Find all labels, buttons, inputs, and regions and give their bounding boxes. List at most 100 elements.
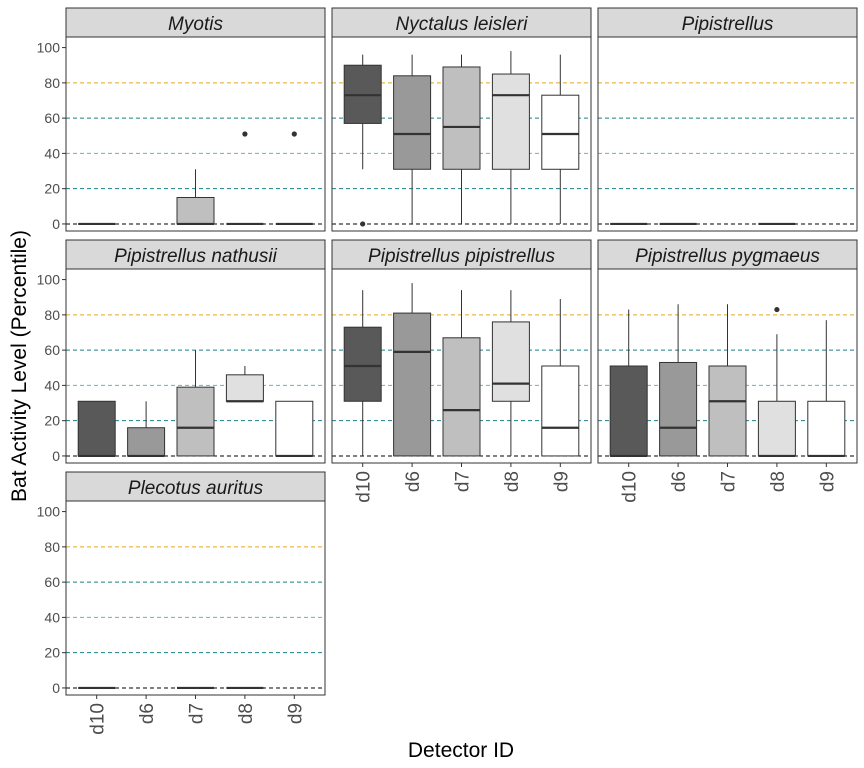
outlier-point [360, 221, 366, 227]
y-tick-label: 20 [44, 181, 60, 197]
y-tick-label: 60 [44, 342, 60, 358]
y-tick-label: 40 [44, 609, 60, 625]
box-body [393, 312, 432, 457]
y-tick-label: 60 [44, 574, 60, 590]
outlier-point [291, 131, 297, 137]
y-tick-label: 0 [52, 216, 60, 232]
x-tick-label: d10 [88, 703, 109, 735]
facet-panel: Myotis 0 20 40 60 80 100 [37, 7, 326, 232]
facet-title: Plecotus auritus [128, 478, 264, 499]
box-d6 [393, 283, 432, 457]
outlier-point [242, 131, 248, 137]
box-body [275, 400, 314, 457]
facet-title: Pipistrellus nathusii [114, 246, 277, 267]
box-body [757, 400, 796, 457]
facet-panel: Plecotus auritus 0 20 40 60 80 100 d10 d6 d7 d8 d9 [37, 471, 326, 735]
facet-panel: Pipistrellus [597, 7, 858, 232]
x-tick-label: d9 [285, 703, 306, 724]
box-d10 [343, 54, 382, 227]
facet-title: Pipistrellus pygmaeus [635, 246, 820, 267]
x-axis-title: Detector ID [408, 739, 514, 762]
y-tick-label: 60 [44, 110, 60, 126]
x-tick-label: d9 [817, 471, 838, 492]
facet-title: Pipistrellus pipistrellus [368, 246, 555, 267]
box-body [225, 374, 264, 402]
facet-title: Nyctalus leisleri [396, 14, 529, 35]
outlier-point [774, 306, 780, 313]
x-tick-label: d6 [137, 703, 158, 724]
box-body [807, 400, 846, 457]
box-d6 [127, 401, 166, 458]
box-body [176, 196, 215, 225]
box-d6 [393, 54, 432, 224]
panel-border [331, 36, 592, 232]
panel-border [65, 36, 326, 232]
panel-border [65, 268, 326, 464]
box-d7 [708, 304, 747, 457]
facet-strip [65, 7, 326, 38]
box-body [442, 66, 481, 170]
x-tick-label: d8 [502, 471, 523, 492]
facet-strip [597, 239, 858, 270]
facet-strip [331, 239, 592, 270]
panel-border [597, 36, 858, 232]
x-tick-label: d9 [551, 471, 572, 492]
facet-title: Myotis [168, 14, 223, 35]
box-body [127, 427, 166, 457]
y-tick-label: 80 [44, 75, 60, 91]
box-d9 [541, 298, 580, 457]
box-body [708, 365, 747, 457]
box-d7 [176, 350, 215, 457]
box-body [176, 386, 215, 457]
box-body [659, 361, 698, 457]
x-tick-label: d7 [187, 703, 208, 724]
box-body [393, 75, 432, 170]
x-tick-label: d10 [620, 471, 641, 503]
y-tick-label: 0 [52, 680, 60, 696]
box-body [77, 400, 116, 457]
y-tick-label: 20 [44, 645, 60, 661]
y-tick-label: 100 [37, 504, 61, 520]
box-body [491, 321, 530, 402]
y-tick-label: 40 [44, 377, 60, 393]
x-tick-label: d8 [236, 703, 257, 724]
facet-strip [597, 7, 858, 38]
facet-panel: Pipistrellus nathusii 0 20 40 60 80 100 [37, 239, 326, 464]
box-body [491, 73, 530, 170]
box-d10 [609, 309, 648, 458]
box-d10 [343, 290, 382, 456]
panel-border [65, 500, 326, 696]
box-body [442, 337, 481, 457]
y-tick-label: 40 [44, 145, 60, 161]
box-d7 [176, 169, 215, 226]
box-d9 [541, 54, 580, 224]
box-d7 [442, 54, 481, 224]
y-axis-title: Bat Activity Level (Percentile) [8, 230, 31, 502]
y-tick-label: 100 [37, 40, 61, 56]
y-tick-label: 20 [44, 413, 60, 429]
facet-panel: Pipistrellus pygmaeus d10 d6 d7 d8 d9 [597, 239, 858, 503]
box-body [609, 365, 648, 457]
box-d9 [807, 320, 846, 458]
box-body [343, 326, 382, 402]
box-body [541, 365, 580, 457]
box-d10 [77, 400, 116, 458]
y-tick-label: 80 [44, 539, 60, 555]
x-tick-label: d6 [403, 471, 424, 492]
facet-strip [65, 239, 326, 270]
box-d9 [275, 400, 314, 458]
facet-panels: Myotis 0 20 40 60 80 100 Nyctalus leisleri Pipis… [37, 7, 858, 735]
x-tick-label: d7 [453, 471, 474, 492]
y-tick-label: 100 [37, 272, 61, 288]
x-tick-label: d8 [768, 471, 789, 492]
x-tick-label: d7 [719, 471, 740, 492]
box-d8 [491, 290, 530, 456]
x-tick-label: d6 [669, 471, 690, 492]
box-d7 [442, 290, 481, 457]
box-d8 [226, 131, 264, 226]
box-d8 [757, 306, 796, 458]
facet-title: Pipistrellus [682, 14, 774, 35]
box-d8 [225, 366, 264, 403]
y-tick-label: 80 [44, 307, 60, 323]
